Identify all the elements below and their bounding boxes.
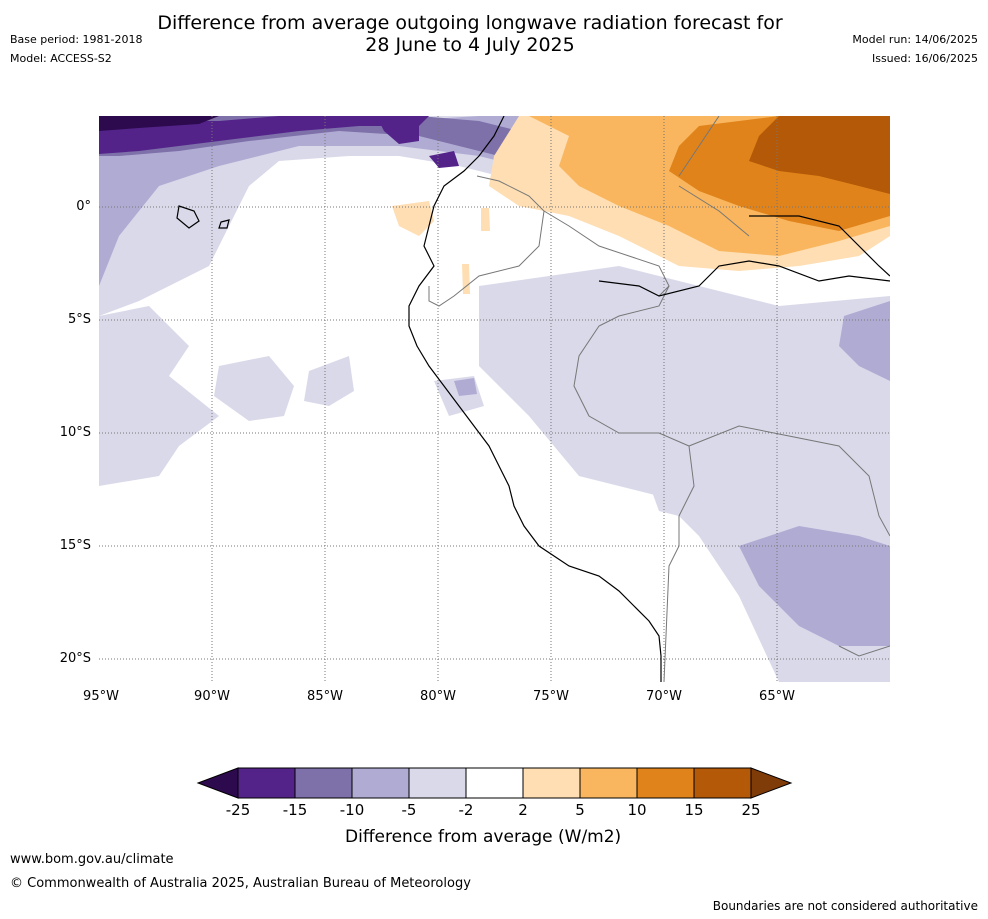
colorbar-tick-label: -10	[339, 801, 365, 819]
disclaimer-text: Boundaries are not considered authoritat…	[712, 899, 978, 913]
anomaly-region-very-strong-positive	[749, 116, 890, 194]
anomaly-map	[99, 116, 890, 682]
colorbar-tick-label: 25	[741, 801, 761, 819]
colorbar-arrow-low	[196, 767, 239, 799]
colorbar-tick-label: 2	[518, 801, 528, 819]
colorbar-swatch-8	[636, 767, 695, 799]
lon-label-95w: 95°W	[83, 689, 119, 704]
lon-label-80w: 80°W	[420, 689, 456, 704]
country-borders	[428, 116, 890, 682]
colorbar-swatch-6	[522, 767, 581, 799]
copyright-text: © Commonwealth of Australia 2025, Austra…	[10, 876, 471, 891]
base-period-text: Base period: 1981-2018	[10, 33, 143, 46]
website-link[interactable]: www.bom.gov.au/climate	[10, 852, 174, 867]
model-run-text: Model run: 14/06/2025	[852, 33, 978, 46]
colorbar-swatch-3	[351, 767, 410, 799]
colorbar-swatch-1	[237, 767, 296, 799]
colorbar-tick-label: -15	[282, 801, 308, 819]
colorbar-tick-label: -5	[401, 801, 417, 819]
lat-label-0: 0°	[76, 199, 91, 214]
lon-label-85w: 85°W	[307, 689, 343, 704]
map-grid	[99, 116, 890, 682]
anomaly-region-very-strong-negative-2	[379, 116, 419, 144]
issued-text: Issued: 16/06/2025	[871, 52, 978, 65]
title-line-2: 28 June to 4 July 2025	[365, 34, 575, 56]
colorbar	[196, 767, 793, 799]
colorbar-tick-label: 15	[684, 801, 704, 819]
lon-label-65w: 65°W	[759, 689, 795, 704]
anomaly-region-light-positive-4	[462, 264, 470, 294]
colorbar-tick-label: 10	[627, 801, 647, 819]
lon-label-70w: 70°W	[646, 689, 682, 704]
anomaly-region-light-negative-5	[304, 356, 354, 406]
anomaly-region-extreme-negative	[99, 116, 219, 131]
anomaly-region-medium-negative	[99, 116, 569, 286]
anomaly-region-light-negative-4	[214, 356, 294, 421]
anomaly-region-medium-negative-3	[839, 301, 890, 381]
lat-label-15s: 15°S	[59, 538, 91, 553]
map-canvas	[99, 116, 890, 682]
anomaly-region-very-strong-negative-3	[429, 151, 459, 168]
colorbar-swatch-2	[294, 767, 353, 799]
anomaly-region-light-positive-2	[392, 201, 434, 236]
lon-label-75w: 75°W	[533, 689, 569, 704]
colorbar-tick-label: 5	[575, 801, 585, 819]
anomaly-region-light-positive-3	[481, 208, 490, 231]
page-title: Difference from average outgoing longwav…	[120, 12, 820, 56]
anomaly-region-light-negative-2	[99, 306, 219, 486]
anomaly-region-very-strong-negative	[99, 116, 429, 154]
lon-label-90w: 90°W	[194, 689, 230, 704]
colorbar-swatch-4	[408, 767, 467, 799]
lat-label-20s: 20°S	[59, 651, 91, 666]
colorbar-swatch-9	[693, 767, 752, 799]
colorbar-title: Difference from average (W/m2)	[345, 827, 622, 847]
colorbar-swatch-7	[579, 767, 638, 799]
colorbar-swatch-5	[465, 767, 524, 799]
colorbar-tick-label: -2	[458, 801, 474, 819]
colorbar-tick-label: -25	[225, 801, 251, 819]
title-line-1: Difference from average outgoing longwav…	[157, 12, 783, 34]
lat-label-10s: 10°S	[59, 425, 91, 440]
colorbar-arrow-high	[750, 767, 793, 799]
lat-label-5s: 5°S	[67, 312, 91, 327]
anomaly-region-medium-negative-2	[739, 526, 890, 646]
model-text: Model: ACCESS-S2	[10, 52, 112, 65]
coastline	[176, 116, 890, 682]
anomaly-region-light-negative	[99, 116, 599, 316]
anomaly-region-medium-negative-4	[454, 378, 477, 396]
